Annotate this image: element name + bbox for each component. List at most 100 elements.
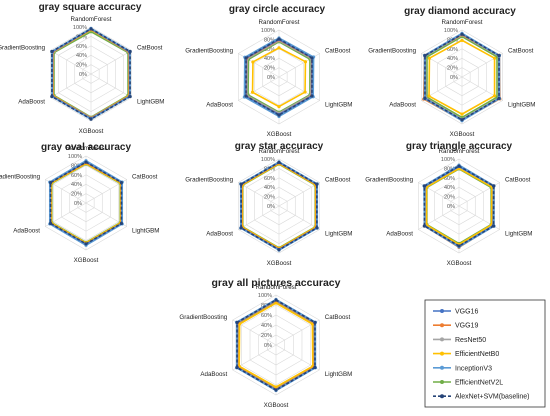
legend-item: VGG16 bbox=[433, 309, 478, 316]
tick-label: 40% bbox=[76, 53, 87, 59]
data-point bbox=[277, 160, 281, 164]
tick-label: 60% bbox=[264, 176, 275, 182]
data-point bbox=[492, 94, 497, 98]
tick-label: 100% bbox=[73, 25, 87, 31]
data-point bbox=[460, 32, 464, 36]
tick-label: 100% bbox=[68, 154, 82, 160]
axis-label: LightGBM bbox=[508, 101, 536, 108]
tick-label: 100% bbox=[441, 157, 455, 163]
data-point bbox=[128, 94, 132, 99]
data-point bbox=[313, 320, 317, 325]
data-point bbox=[313, 365, 317, 370]
axis-label: RandomForest bbox=[66, 145, 107, 152]
data-point bbox=[491, 224, 496, 228]
chart-title: gray circle accuracy bbox=[229, 4, 326, 15]
tick-label: 20% bbox=[76, 63, 87, 69]
axis-label: LightGBM bbox=[325, 101, 353, 108]
axis-label: CatBoost bbox=[325, 177, 351, 184]
legend-item: AlexNet+SVM(baseline) bbox=[433, 394, 530, 401]
axis-label: CatBoost bbox=[137, 45, 163, 52]
radar-chart-2: gray circle accuracy 0% 20% 40% 60% 80% 100% Ra… bbox=[185, 4, 352, 138]
data-point bbox=[457, 244, 461, 248]
data-point bbox=[84, 160, 88, 164]
data-point bbox=[244, 94, 248, 98]
radar-chart-4: gray oval accuracy0%20%40%60%80%100%Rand… bbox=[0, 142, 159, 264]
axis-label: CatBoost bbox=[132, 174, 158, 181]
data-point bbox=[277, 248, 281, 252]
data-point bbox=[457, 164, 461, 168]
legend-item: InceptionV3 bbox=[433, 365, 492, 372]
radar-chart-6: gray triangle accuracy 0% 20% 40% 60% 80% 100%… bbox=[365, 141, 532, 267]
tick-label: 100% bbox=[261, 157, 275, 163]
legend-item: VGG19 bbox=[433, 323, 478, 330]
legend-marker bbox=[440, 323, 444, 328]
data-point bbox=[274, 301, 278, 305]
axis-label: AdaBoost bbox=[206, 101, 233, 108]
axis-label: GradientBoosting bbox=[368, 48, 416, 55]
tick-label: 0% bbox=[447, 204, 455, 210]
data-point bbox=[239, 226, 243, 230]
legend-label: EfficientNetV2L bbox=[455, 380, 503, 387]
legend-marker bbox=[440, 351, 444, 356]
axis-label: RandomForest bbox=[259, 148, 300, 155]
tick-label: 100% bbox=[261, 28, 275, 34]
data-point bbox=[235, 365, 239, 370]
chart-title: gray star accuracy bbox=[235, 141, 324, 152]
tick-label: 40% bbox=[444, 185, 455, 191]
data-point bbox=[491, 184, 496, 188]
legend-item: EfficientNetV2L bbox=[433, 380, 503, 387]
tick-label: 60% bbox=[444, 176, 455, 182]
data-point bbox=[277, 105, 281, 109]
data-point bbox=[89, 117, 93, 121]
axis-label: GradientBoosting bbox=[0, 174, 41, 181]
legend: VGG16 VGG19 ResNet50 EfficientNetB0 Inceptio… bbox=[424, 299, 546, 408]
axis-label: XGBoost bbox=[79, 128, 104, 135]
data-point bbox=[315, 226, 319, 230]
tick-label: 40% bbox=[261, 323, 272, 329]
radar-chart-1: gray square accuracy0%20%40%60%80%100%Ra… bbox=[0, 2, 164, 135]
legend-item: EfficientNetB0 bbox=[433, 351, 499, 358]
axis-label: LightGBM bbox=[137, 98, 165, 105]
data-point bbox=[303, 90, 307, 94]
axis-label: XGBoost bbox=[447, 260, 472, 267]
tick-label: 0% bbox=[264, 343, 272, 349]
radar-chart-7: gray all pictures accuracy0%20%40%60%80%… bbox=[179, 277, 352, 409]
data-point bbox=[48, 221, 53, 226]
data-point bbox=[303, 60, 308, 64]
axis-label: AdaBoost bbox=[206, 230, 233, 237]
axis-label: AdaBoost bbox=[386, 230, 413, 237]
tick-label: 100% bbox=[444, 28, 458, 34]
data-point bbox=[310, 56, 314, 60]
grid-spoke bbox=[50, 50, 92, 75]
axis-label: RandomForest bbox=[256, 284, 297, 291]
axis-label: AdaBoost bbox=[18, 98, 45, 105]
data-point bbox=[235, 320, 239, 325]
data-point bbox=[48, 180, 53, 185]
data-point bbox=[460, 38, 464, 42]
chart-title: gray oval accuracy bbox=[41, 142, 131, 153]
chart-title: gray square accuracy bbox=[39, 2, 142, 13]
tick-label: 20% bbox=[71, 192, 82, 198]
series-alexnet-svm-baseline- bbox=[239, 160, 319, 252]
data-point bbox=[244, 56, 248, 60]
tick-label: 0% bbox=[450, 75, 458, 81]
series-alexnet-svm-baseline- bbox=[244, 37, 314, 117]
data-point bbox=[274, 388, 278, 392]
grid-spoke bbox=[90, 73, 132, 98]
axis-label: RandomForest bbox=[259, 19, 300, 26]
legend-marker bbox=[440, 365, 444, 370]
legend-item: ResNet50 bbox=[433, 337, 486, 344]
data-point bbox=[460, 118, 464, 122]
data-point bbox=[497, 54, 501, 58]
tick-label: 20% bbox=[264, 66, 275, 72]
data-point bbox=[277, 46, 281, 50]
tick-label: 60% bbox=[261, 313, 272, 319]
series-efficientnetb0 bbox=[427, 38, 497, 116]
legend-label: VGG16 bbox=[455, 309, 478, 316]
grid-spoke bbox=[278, 182, 320, 207]
axis-label: LightGBM bbox=[325, 371, 353, 378]
legend-marker bbox=[440, 380, 444, 384]
tick-label: 80% bbox=[444, 166, 455, 172]
tick-label: 0% bbox=[267, 204, 275, 210]
legend-marker bbox=[440, 309, 444, 313]
